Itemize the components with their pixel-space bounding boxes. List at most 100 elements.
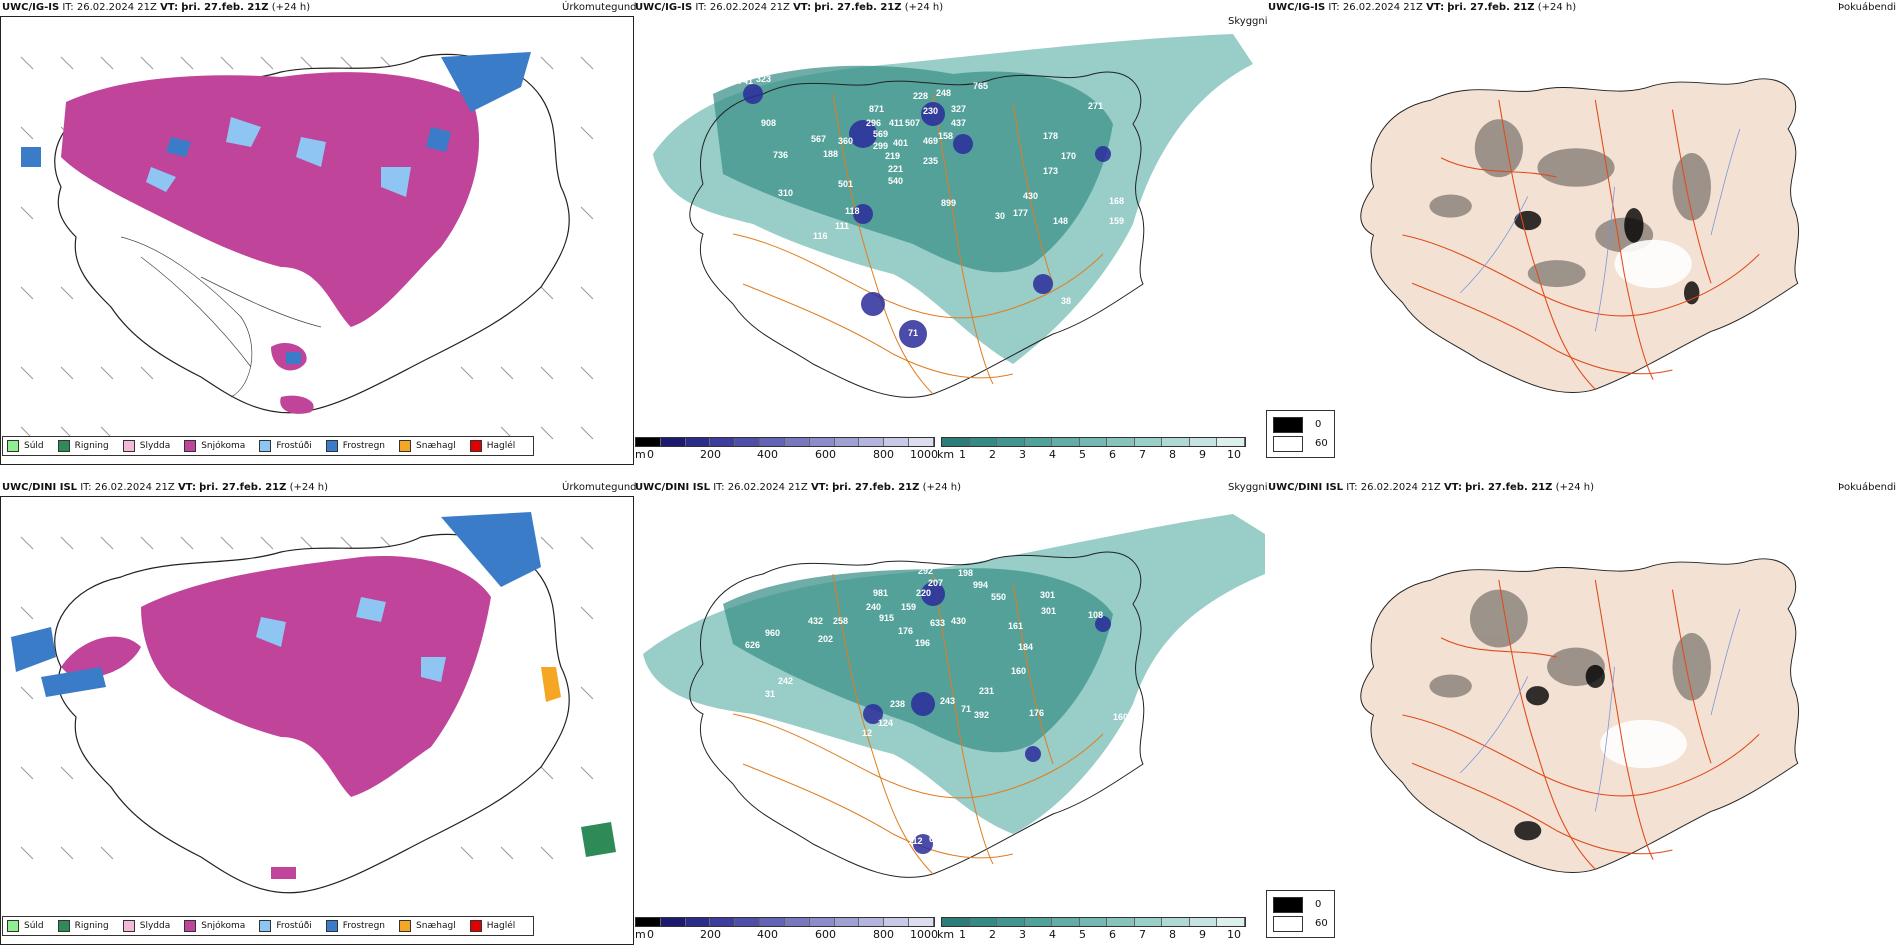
precip-type-map [0,496,634,945]
cloud-label: 323 [756,74,771,84]
legend-swatch [1273,915,1303,932]
panel-title: Skyggni [1228,482,1268,493]
fog-map [1306,40,1846,430]
cloud-label: 160 [1011,666,1026,676]
colorbar-cell [1107,918,1135,926]
legend-item: Snæhagl [399,920,456,932]
cloud-label: 507 [905,118,920,128]
cloud-label: 118 [845,206,860,216]
cloud-label: 736 [773,150,788,160]
panel-title: Úrkomutegund [562,482,637,493]
colorbar-cell [809,918,835,926]
run-header: UWC/DINI ISL IT: 26.02.2024 21Z VT: þri.… [1268,482,1595,493]
cloud-label: 437 [951,118,966,128]
cloud-label: 160 [1113,712,1128,722]
colorbar-cell [710,918,736,926]
colorbar-cell [1052,918,1080,926]
legend-swatch [184,920,197,932]
cloud-label: 184 [1018,642,1033,652]
colorbar-cell [942,918,970,926]
precip-panel-bottom: UWC/DINI ISL IT: 26.02.2024 21Z VT: þri.… [0,480,637,950]
cloud-label: 469 [923,136,938,146]
legend-item: Haglél [469,920,515,932]
colorbar-ticks: m 0 200 400 600 800 1000 [635,928,938,941]
colorbar-cell [1217,918,1246,926]
cloud-label: 327 [951,104,966,114]
colorbar-cell [1134,438,1163,446]
cloud-label: 30 [995,211,1005,221]
cloud-label: 177 [1013,208,1028,218]
colorbar-cell [997,438,1025,446]
cloud-map: 981 240 915 159 220 207 292 198 994 550 … [633,514,1265,914]
cloud-label: 301 [1040,590,1055,600]
colorbar-cells [635,437,935,447]
colorbar-cell [660,918,686,926]
panel-title: Þokuábendi [1838,2,1897,13]
fog-panel-bottom: UWC/DINI ISL IT: 26.02.2024 21Z VT: þri.… [1266,480,1900,950]
cloud-label: 170 [1061,151,1076,161]
cloud-label: 567 [811,134,826,144]
cloud-label: 994 [973,580,988,590]
legend-item: Slydda [122,920,170,932]
cloud-map-svg: 981 240 915 159 220 207 292 198 994 550 … [643,514,1265,878]
cloud-label: 392 [974,710,989,720]
cloud-label: 116 [813,231,828,241]
legend-swatch [1273,896,1303,913]
cloud-label: 173 [1043,166,1058,176]
colorbar-cell [1162,438,1190,446]
cloud-label: 299 [873,141,888,151]
legend-swatch [122,440,135,452]
panel-title: Þokuábendi [1838,482,1897,493]
cloud-label: 360 [838,136,853,146]
colorbar-cell [710,438,736,446]
legend-item: Frostúði [259,920,312,932]
cloud-label: 540 [888,176,903,186]
colorbar-cell [784,438,810,446]
cloud-label: 188 [823,149,838,159]
legend-swatch [259,920,272,932]
cloud-label: 741 [738,76,753,86]
colorbar-cell [834,918,860,926]
cloud-label: 202 [818,634,833,644]
legend-item: Súld [7,920,44,932]
colorbar-cell [685,438,711,446]
visibility-colorbar: km 1 2 3 4 5 6 7 8 9 10 [937,917,1246,943]
colorbar-cell [859,918,885,926]
legend-item: Slydda [122,440,170,452]
colorbar-cell [1107,438,1135,446]
legend-item: Snjókoma [184,440,245,452]
cloud-label: 159 [901,602,916,612]
cloud-label: 111 [835,221,849,231]
cloud-label: 148 [1053,216,1068,226]
cloud-label: 296 [866,118,881,128]
precip-legend: Súld Rigning Slydda Snjókoma Frostúði Fr… [2,916,535,936]
fog-legend-item: 60 [1273,914,1328,933]
cloud-label: 168 [1109,196,1124,206]
cloud-label: 207 [928,578,943,588]
cloud-label: 258 [833,616,848,626]
cloud-label: 401 [893,138,908,148]
cloud-label: 633 [930,618,945,628]
cloud-label: 569 [873,129,888,139]
legend-swatch [7,440,19,452]
legend-swatch [7,920,19,932]
cloud-label: 908 [761,118,776,128]
colorbar-cell [909,918,934,926]
run-header: UWC/IG-IS IT: 26.02.2024 21Z VT: þri. 27… [635,2,944,13]
cloud-label: 981 [873,588,888,598]
fog-map-svg [1360,558,1800,874]
legend-swatch [1273,435,1303,452]
cloud-label: 430 [1023,191,1038,201]
legend-swatch [259,440,272,452]
colorbar-ticks: m 0 200 400 600 800 1000 [635,448,938,461]
cloud-label: 230 [923,106,938,116]
colorbar-cells [941,437,1246,447]
cloud-label: 432 [808,616,823,626]
height-colorbar: m 0 200 400 600 800 1000 [635,437,938,463]
cloud-label: 158 [938,131,953,141]
run-header: UWC/DINI ISL IT: 26.02.2024 21Z VT: þri.… [635,482,962,493]
colorbar-cell [834,438,860,446]
colorbar-ticks: km 1 2 3 4 5 6 7 8 9 10 [937,928,1241,941]
cloud-label: 112 [908,836,923,846]
cloud-label: 159 [1109,216,1124,226]
